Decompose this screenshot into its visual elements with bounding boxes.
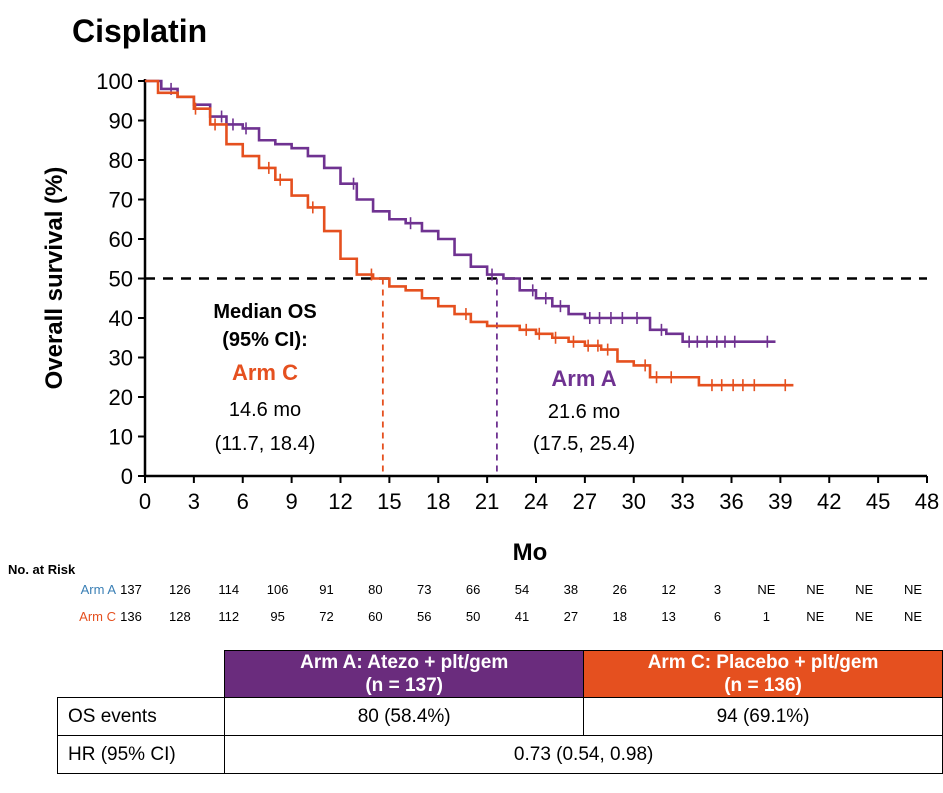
os-events-arm-a: 80 (58.4%) [224, 697, 585, 736]
y-tick-label: 60 [109, 227, 133, 252]
x-tick-label: 48 [915, 489, 939, 514]
arm-a-label: Arm A [551, 366, 616, 391]
x-tick-label: 39 [768, 489, 792, 514]
hr-label: HR (95% CI) [56, 735, 226, 774]
risk-value: 112 [218, 609, 239, 624]
risk-value: 72 [319, 609, 333, 624]
risk-value: NE [904, 609, 922, 624]
x-tick-label: 33 [670, 489, 694, 514]
y-tick-label: 40 [109, 306, 133, 331]
risk-value: NE [855, 582, 873, 597]
x-tick-label: 45 [866, 489, 890, 514]
x-tick-label: 36 [719, 489, 743, 514]
x-axis-label: Mo [513, 539, 548, 566]
risk-value: 73 [417, 582, 431, 597]
header-arm-c: Arm C: Placebo + plt/gem (n = 136) [583, 650, 943, 698]
y-tick-label: 90 [109, 109, 133, 134]
x-tick-label: 9 [286, 489, 298, 514]
arm-c-median: 14.6 mo [229, 399, 301, 421]
risk-value: 114 [218, 582, 239, 597]
risk-value: 38 [564, 582, 578, 597]
header-arm-a-line1: Arm A: Atezo + plt/gem [300, 652, 509, 673]
risk-value: NE [806, 609, 824, 624]
risk-value: 54 [515, 582, 529, 597]
risk-value: 66 [466, 582, 480, 597]
risk-value: 106 [267, 582, 289, 597]
risk-value: 137 [120, 582, 142, 597]
risk-value: 27 [564, 609, 578, 624]
hr-value: 0.73 (0.54, 0.98) [224, 735, 943, 774]
header-arm-c-line1: Arm C: Placebo + plt/gem [647, 652, 879, 673]
y-tick-label: 80 [109, 148, 133, 173]
chart-title: Cisplatin [72, 13, 207, 49]
y-tick-label: 20 [109, 385, 133, 410]
x-tick-label: 18 [426, 489, 450, 514]
header-arm-c-line2: (n = 136) [724, 675, 802, 696]
x-tick-label: 21 [475, 489, 499, 514]
risk-value: NE [757, 582, 775, 597]
risk-table: Arm A 137 126 114 106 91 80 73 66 54 38 26 12 3 NE NE NE… [79, 582, 922, 624]
risk-value: 60 [368, 609, 382, 624]
risk-value: NE [904, 582, 922, 597]
risk-value: 3 [714, 582, 721, 597]
risk-value: 12 [661, 582, 675, 597]
risk-row-label: Arm A [81, 582, 117, 597]
risk-value: 126 [169, 582, 191, 597]
x-tick-label: 24 [524, 489, 548, 514]
risk-value: 56 [417, 609, 431, 624]
median-ci-title: (95% CI): [222, 329, 308, 351]
risk-value: 95 [270, 609, 284, 624]
x-tick-label: 30 [622, 489, 646, 514]
x-tick-label: 0 [139, 489, 151, 514]
summary-table: Arm A: Atezo + plt/gem (n = 137) Arm C: … [56, 650, 943, 774]
risk-value: 26 [613, 582, 627, 597]
arm-a-median: 21.6 mo [548, 401, 620, 423]
header-arm-a-line2: (n = 137) [365, 675, 443, 696]
y-tick-label: 10 [109, 425, 133, 450]
risk-value: 80 [368, 582, 382, 597]
risk-value: 41 [515, 609, 529, 624]
y-tick-label: 0 [121, 464, 133, 489]
os-events-label: OS events [56, 697, 226, 736]
x-tick-label: 42 [817, 489, 841, 514]
summary-corner [58, 651, 225, 698]
arm-c-ci: (11.7, 18.4) [215, 433, 316, 455]
y-axis-label: Overall survival (%) [41, 167, 68, 390]
x-tick-label: 3 [188, 489, 200, 514]
risk-value: 50 [466, 609, 480, 624]
header-arm-a: Arm A: Atezo + plt/gem (n = 137) [224, 650, 585, 698]
x-tick-label: 15 [377, 489, 401, 514]
x-tick-label: 6 [237, 489, 249, 514]
risk-value: 91 [319, 582, 333, 597]
risk-value: 6 [714, 609, 721, 624]
km-chart: Cisplatin Overall survival (%) Mo 010203… [8, 13, 939, 624]
arm-c-label: Arm C [232, 360, 298, 385]
arm-c-survival-line [145, 79, 794, 387]
risk-value: 136 [120, 609, 142, 624]
y-tick-label: 100 [96, 69, 133, 94]
y-tick-label: 50 [109, 267, 133, 292]
risk-table-title: No. at Risk [8, 562, 76, 577]
risk-value: 18 [613, 609, 627, 624]
x-tick-label: 12 [328, 489, 352, 514]
arm-a-survival-line [145, 79, 776, 343]
risk-value: NE [806, 582, 824, 597]
arm-a-ci: (17.5, 25.4) [533, 433, 635, 455]
y-tick-label: 70 [109, 188, 133, 213]
risk-value: NE [855, 609, 873, 624]
risk-value: 128 [169, 609, 191, 624]
survival-curves [145, 79, 927, 476]
risk-value: 13 [661, 609, 675, 624]
os-events-arm-c: 94 (69.1%) [583, 697, 943, 736]
y-tick-label: 30 [109, 346, 133, 371]
x-tick-label: 27 [573, 489, 597, 514]
risk-row-label: Arm C [79, 609, 116, 624]
risk-value: 1 [763, 609, 770, 624]
median-os-title: Median OS [213, 301, 316, 323]
